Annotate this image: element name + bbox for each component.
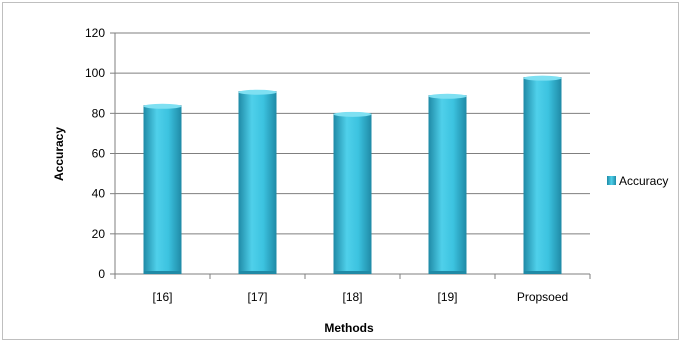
x-tick-label: [19] xyxy=(437,290,457,304)
bar-body xyxy=(333,113,372,274)
bar-body xyxy=(428,95,467,274)
bar-base xyxy=(143,271,182,274)
y-tick-labels: 0 20 40 60 80 100 120 xyxy=(85,26,105,281)
bar-base xyxy=(333,271,372,274)
x-tick-label: [17] xyxy=(247,290,267,304)
bar-top xyxy=(428,93,467,99)
bar-top xyxy=(143,103,182,109)
y-tick-label: 20 xyxy=(92,227,106,241)
x-tick-label: [18] xyxy=(342,290,362,304)
y-tick-label: 60 xyxy=(92,147,106,161)
bar-base xyxy=(428,271,467,274)
bar-base xyxy=(523,271,562,274)
y-tick-label: 100 xyxy=(85,66,105,80)
y-axis-title: Accuracy xyxy=(52,127,66,181)
legend-swatch xyxy=(607,176,616,185)
x-tick-label: [16] xyxy=(152,290,172,304)
legend: Accuracy xyxy=(607,174,668,188)
bar-top xyxy=(523,75,562,81)
bar-top xyxy=(238,89,277,95)
legend-label: Accuracy xyxy=(619,174,668,188)
bar-base xyxy=(238,271,277,274)
bar-body xyxy=(143,105,182,274)
y-tick-label: 40 xyxy=(92,187,106,201)
x-axis-title: Methods xyxy=(324,321,374,335)
bar-top xyxy=(333,111,372,117)
bar xyxy=(143,103,182,274)
bar xyxy=(428,93,467,274)
bar xyxy=(523,75,562,274)
bar-body xyxy=(238,91,277,274)
x-tick-label: Propsoed xyxy=(517,290,568,304)
x-tick-labels: [16] [17] [18] [19] Propsoed xyxy=(152,290,568,304)
y-tick-label: 80 xyxy=(92,106,106,120)
bars xyxy=(143,75,562,274)
y-tick-label: 120 xyxy=(85,26,105,40)
bar xyxy=(238,89,277,274)
y-tick-label: 0 xyxy=(98,267,105,281)
bar xyxy=(333,111,372,274)
bar-body xyxy=(523,77,562,274)
